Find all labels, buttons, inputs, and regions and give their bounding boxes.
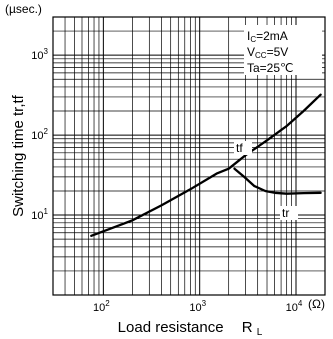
condition-line: Ta=25℃ — [247, 61, 294, 75]
x-axis-label-main: Load resistance — [118, 319, 224, 336]
series-label-tf: tf — [236, 141, 243, 155]
y-tick-label: 101 — [31, 207, 48, 222]
conditions-background — [244, 25, 322, 75]
series-line-tr — [233, 167, 322, 195]
x-tick-label: 103 — [189, 299, 206, 314]
series-line-tf — [90, 93, 322, 237]
y-tick-label: 102 — [31, 127, 48, 142]
x-axis-label-symbol: R — [242, 319, 253, 336]
grid — [52, 16, 326, 296]
y-axis-label: Switching time tr,tf — [10, 94, 27, 217]
series-label-bg — [234, 141, 252, 155]
tick-labels: 102 103 104 101 102 103 — [31, 47, 303, 314]
condition-line: IC=2mA — [247, 29, 288, 44]
x-axis-label-subscript: L — [257, 327, 263, 338]
series-label-tr: tr — [282, 206, 289, 220]
y-unit: (µsec.) — [5, 2, 42, 16]
x-unit: (Ω) — [308, 297, 325, 311]
series: tf tr — [90, 93, 322, 237]
x-tick-label: 102 — [93, 299, 110, 314]
plot-frame — [52, 16, 326, 296]
x-axis-label: Load resistance R L — [118, 319, 263, 338]
series-label-bg — [280, 206, 298, 220]
x-tick-label: 104 — [286, 299, 303, 314]
y-tick-label: 103 — [31, 47, 48, 62]
condition-line: VCC=5V — [247, 45, 288, 60]
